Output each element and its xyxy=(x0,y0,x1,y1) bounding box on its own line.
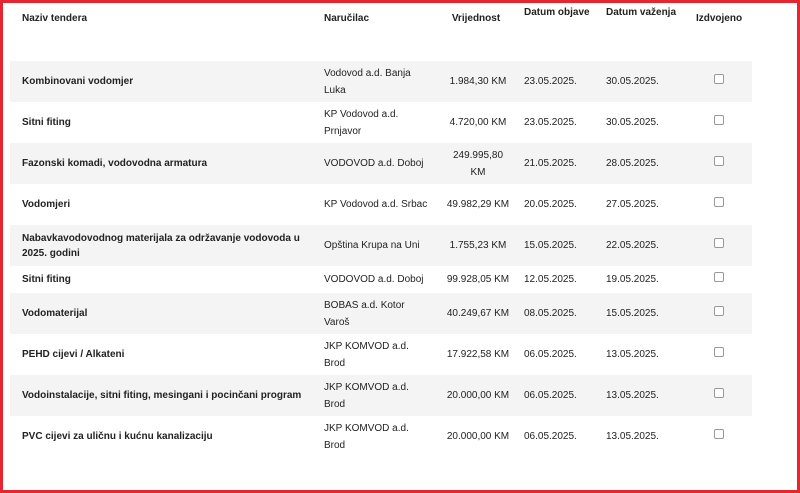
featured-checkbox[interactable] xyxy=(714,306,724,316)
featured-cell xyxy=(686,143,752,184)
tender-value: 20.000,00 KM xyxy=(446,390,510,401)
featured-cell xyxy=(686,225,752,266)
tender-value: 1.755,23 KM xyxy=(449,240,507,251)
tender-buyer: Opština Krupa na Uni xyxy=(324,240,420,251)
table-row[interactable]: Sitni fiting VODOVOD a.d. Doboj 99.928,05 … xyxy=(10,266,752,293)
featured-cell xyxy=(686,375,752,416)
featured-cell xyxy=(686,334,752,375)
header-buyer[interactable]: Naručilac xyxy=(324,13,370,24)
tender-expires: 27.05.2025. xyxy=(606,199,659,210)
tender-expires: 13.05.2025. xyxy=(606,390,659,401)
tender-buyer: VODOVOD a.d. Doboj xyxy=(324,274,424,285)
table-row[interactable]: Vodoinstalacije, sitni fiting, mesingani… xyxy=(10,375,752,416)
tenders-table: Naziv tendera Naručilac Vrijednost Datum… xyxy=(10,0,752,457)
tender-published: 06.05.2025. xyxy=(524,431,577,442)
tender-expires: 30.05.2025. xyxy=(606,76,659,87)
header-value[interactable]: Vrijednost xyxy=(451,13,501,24)
featured-cell xyxy=(686,102,752,143)
header-published[interactable]: Datum objave xyxy=(524,7,590,18)
featured-checkbox[interactable] xyxy=(714,74,724,84)
featured-cell xyxy=(686,416,752,457)
featured-cell xyxy=(686,293,752,334)
tender-buyer: JKP KOMVOD a.d. Brod xyxy=(324,340,409,369)
tender-name[interactable]: PEHD cijevi / Alkateni xyxy=(22,349,125,360)
header-name[interactable]: Naziv tendera xyxy=(22,13,88,24)
featured-checkbox[interactable] xyxy=(714,238,724,248)
tender-published: 15.05.2025. xyxy=(524,240,577,251)
tender-published: 06.05.2025. xyxy=(524,390,577,401)
tender-published: 23.05.2025. xyxy=(524,117,577,128)
tender-buyer: KP Vodovod a.d. Prnjavor xyxy=(324,108,399,137)
tender-buyer: VODOVOD a.d. Doboj xyxy=(324,158,424,169)
featured-checkbox[interactable] xyxy=(714,388,724,398)
tender-value: 1.984,30 KM xyxy=(449,76,507,87)
tender-name[interactable]: Fazonski komadi, vodovodna armatura xyxy=(22,158,208,169)
featured-checkbox[interactable] xyxy=(714,115,724,125)
tender-published: 20.05.2025. xyxy=(524,199,577,210)
tender-published: 23.05.2025. xyxy=(524,76,577,87)
tender-name[interactable]: PVC cijevi za uličnu i kućnu kanalizacij… xyxy=(22,431,213,442)
tender-buyer: Vodovod a.d. Banja Luka xyxy=(324,67,411,96)
featured-checkbox[interactable] xyxy=(714,197,724,207)
tender-expires: 28.05.2025. xyxy=(606,158,659,169)
table-row[interactable]: Fazonski komadi, vodovodna armatura VODOV… xyxy=(10,143,752,184)
tender-buyer: KP Vodovod a.d. Srbac xyxy=(324,199,428,210)
tender-expires: 30.05.2025. xyxy=(606,117,659,128)
tender-name[interactable]: Sitni fiting xyxy=(22,117,71,128)
tender-name[interactable]: Vodomjeri xyxy=(22,199,71,210)
table-row[interactable]: Vodomjeri KP Vodovod a.d. Srbac 49.982,29 … xyxy=(10,184,752,225)
featured-checkbox[interactable] xyxy=(714,429,724,439)
featured-checkbox[interactable] xyxy=(714,272,724,282)
table-row[interactable]: Vodomaterijal BOBAS a.d. Kotor Varoš 40.24… xyxy=(10,293,752,334)
tender-expires: 13.05.2025. xyxy=(606,431,659,442)
table-row[interactable]: Sitni fiting KP Vodovod a.d. Prnjavor 4.72… xyxy=(10,102,752,143)
tender-value: 40.249,67 KM xyxy=(446,308,510,319)
tender-name[interactable]: Sitni fiting xyxy=(22,274,71,285)
table-header: Naziv tendera Naručilac Vrijednost Datum… xyxy=(10,0,752,61)
tender-value: 4.720,00 KM xyxy=(449,117,507,128)
tender-published: 06.05.2025. xyxy=(524,349,577,360)
tender-expires: 19.05.2025. xyxy=(606,274,659,285)
tender-published: 21.05.2025. xyxy=(524,158,577,169)
tender-expires: 13.05.2025. xyxy=(606,349,659,360)
tender-value: 249.995,80 KM xyxy=(452,149,504,178)
tender-expires: 22.05.2025. xyxy=(606,240,659,251)
tender-name[interactable]: Vodoinstalacije, sitni fiting, mesingani… xyxy=(22,390,302,401)
tender-name[interactable]: Vodomaterijal xyxy=(22,308,88,319)
featured-checkbox[interactable] xyxy=(714,347,724,357)
table-row[interactable]: PVC cijevi za uličnu i kućnu kanalizacij… xyxy=(10,416,752,457)
tender-name[interactable]: Nabavkavodovodnog materijala za održavan… xyxy=(22,232,300,259)
tender-buyer: BOBAS a.d. Kotor Varoš xyxy=(324,299,405,328)
tender-buyer: JKP KOMVOD a.d. Brod xyxy=(324,381,409,410)
table-row[interactable]: PEHD cijevi / Alkateni JKP KOMVOD a.d. Br… xyxy=(10,334,752,375)
tender-buyer: JKP KOMVOD a.d. Brod xyxy=(324,422,409,451)
featured-cell xyxy=(686,61,752,102)
tender-value: 20.000,00 KM xyxy=(446,431,510,442)
tender-value: 17.922,58 KM xyxy=(446,349,510,360)
tender-published: 08.05.2025. xyxy=(524,308,577,319)
tender-name[interactable]: Kombinovani vodomjer xyxy=(22,76,134,87)
tender-expires: 15.05.2025. xyxy=(606,308,659,319)
tender-value: 49.982,29 KM xyxy=(446,199,510,210)
tender-published: 12.05.2025. xyxy=(524,274,577,285)
featured-cell xyxy=(686,266,752,293)
table-row[interactable]: Kombinovani vodomjer Vodovod a.d. Banja L… xyxy=(10,61,752,102)
tender-value: 99.928,05 KM xyxy=(446,274,510,285)
table-row[interactable]: Nabavkavodovodnog materijala za održavan… xyxy=(10,225,752,266)
featured-cell xyxy=(686,184,752,225)
header-featured: Izdvojeno xyxy=(695,13,743,24)
header-expires[interactable]: Datum važenja xyxy=(606,7,677,18)
featured-checkbox[interactable] xyxy=(714,156,724,166)
